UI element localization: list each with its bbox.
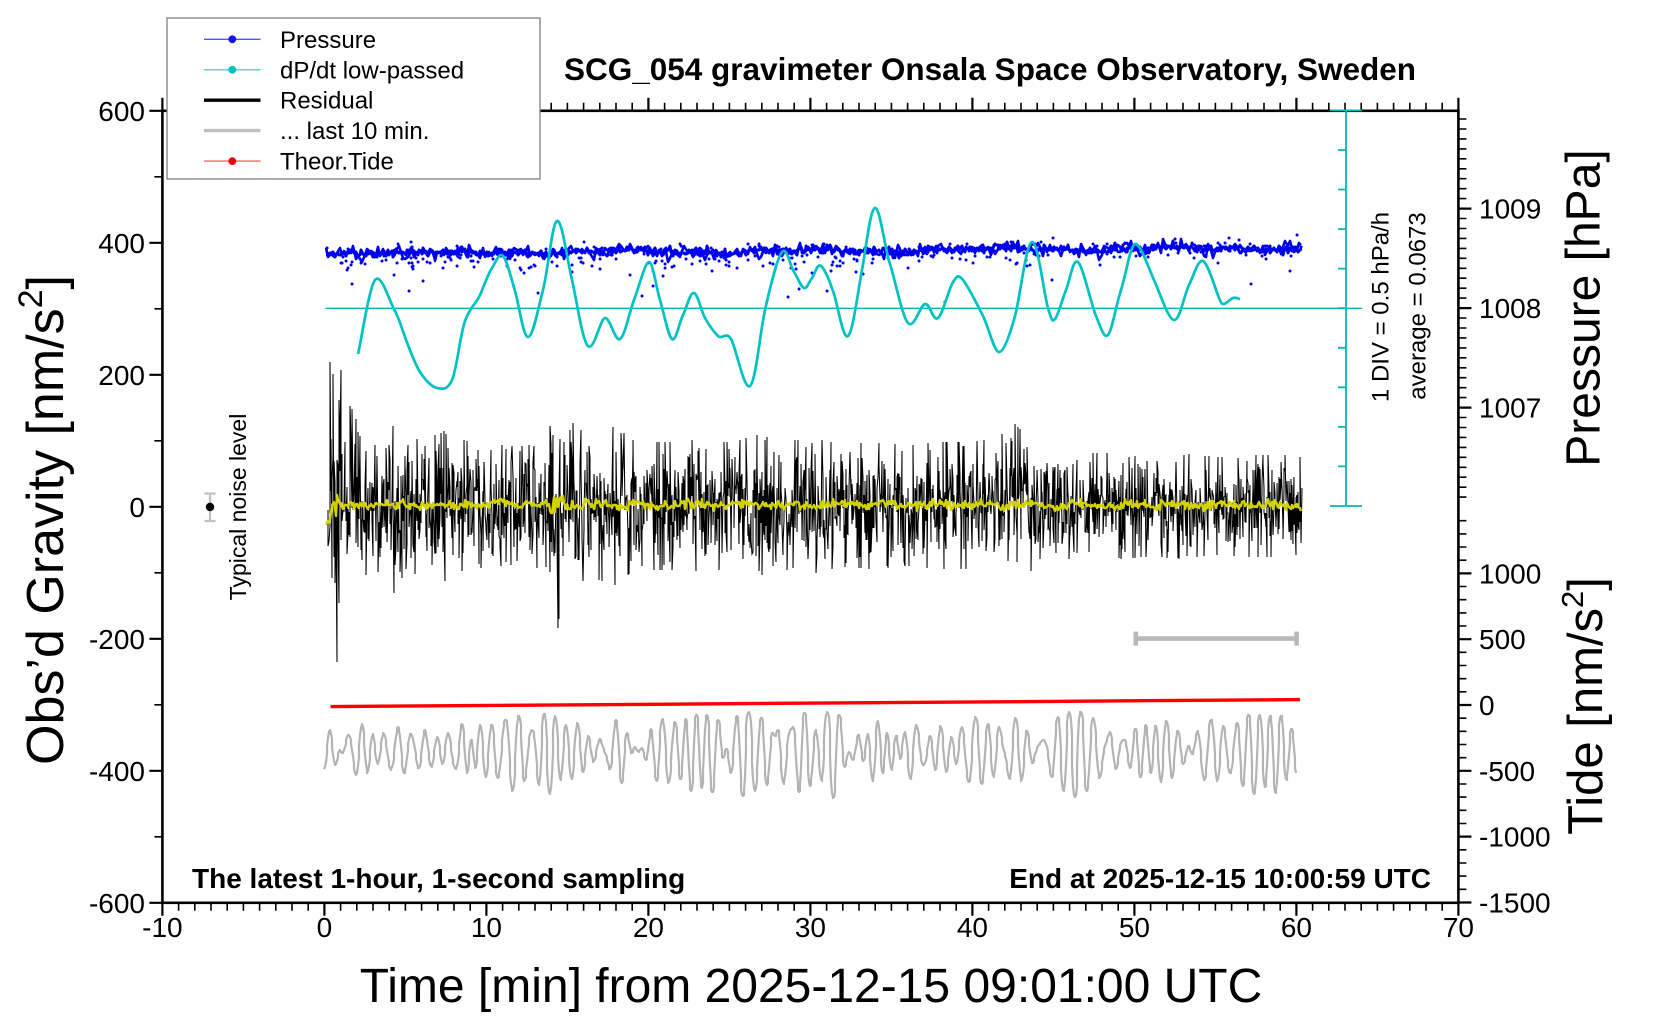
svg-text:1 DIV = 0.5 hPa/h: 1 DIV = 0.5 hPa/h: [1368, 212, 1395, 402]
svg-text:Theor.Tide: Theor.Tide: [280, 149, 394, 176]
svg-text:average = 0.0673: average = 0.0673: [1405, 212, 1432, 400]
svg-text:-10: -10: [142, 912, 182, 943]
svg-text:1008: 1008: [1479, 293, 1541, 324]
svg-text:0: 0: [317, 912, 333, 943]
svg-text:-600: -600: [89, 888, 145, 919]
svg-text:Residual: Residual: [280, 88, 373, 115]
svg-text:The latest 1-hour, 1-second sa: The latest 1-hour, 1-second sampling: [192, 863, 685, 894]
svg-text:50: 50: [1119, 912, 1150, 943]
svg-text:20: 20: [633, 912, 664, 943]
svg-text:Pressure [hPa]: Pressure [hPa]: [1558, 149, 1611, 466]
svg-text:0: 0: [129, 492, 145, 523]
svg-text:Tide [nm/s2]: Tide [nm/s2]: [1555, 577, 1614, 835]
svg-text:40: 40: [957, 912, 988, 943]
svg-text:-1000: -1000: [1479, 822, 1551, 853]
svg-text:60: 60: [1281, 912, 1312, 943]
svg-text:-200: -200: [89, 624, 145, 655]
svg-text:Typical noise level: Typical noise level: [225, 414, 251, 601]
svg-text:1009: 1009: [1479, 194, 1541, 225]
svg-text:30: 30: [795, 912, 826, 943]
svg-text:600: 600: [98, 96, 145, 127]
svg-text:70: 70: [1443, 912, 1474, 943]
svg-text:1000: 1000: [1479, 558, 1541, 589]
svg-text:Obs’d Gravity [nm/s2]: Obs’d Gravity [nm/s2]: [12, 275, 75, 765]
svg-text:1007: 1007: [1479, 393, 1541, 424]
svg-text:200: 200: [98, 360, 145, 391]
svg-text:-1500: -1500: [1479, 888, 1551, 919]
svg-text:End at 2025-12-15 10:00:59 UTC: End at 2025-12-15 10:00:59 UTC: [1009, 863, 1431, 894]
svg-text:dP/dt low-passed: dP/dt low-passed: [280, 57, 464, 84]
svg-text:10: 10: [471, 912, 502, 943]
svg-text:400: 400: [98, 228, 145, 259]
svg-text:0: 0: [1479, 690, 1495, 721]
svg-text:SCG_054 gravimeter Onsala Spac: SCG_054 gravimeter Onsala Space Observat…: [564, 51, 1416, 87]
svg-text:-400: -400: [89, 756, 145, 787]
svg-text:-500: -500: [1479, 756, 1535, 787]
svg-text:Pressure: Pressure: [280, 27, 376, 54]
svg-text:500: 500: [1479, 624, 1526, 655]
svg-text:... last 10 min.: ... last 10 min.: [280, 118, 429, 145]
svg-text:Time [min] from 2025-12-15 09:: Time [min] from 2025-12-15 09:01:00 UTC: [360, 960, 1263, 1013]
